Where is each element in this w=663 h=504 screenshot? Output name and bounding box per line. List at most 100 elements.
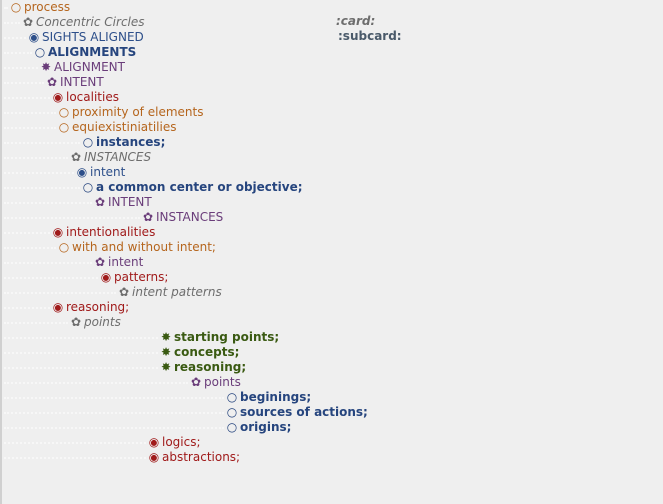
outline-row[interactable]: ○ origins; bbox=[2, 420, 663, 435]
flower-bullet-icon[interactable]: ✿ bbox=[94, 255, 106, 269]
outline-row[interactable]: ◉ patterns; bbox=[2, 270, 663, 285]
star-bullet-icon[interactable]: ✸ bbox=[160, 345, 172, 359]
hollow-circle-bullet-icon[interactable]: ○ bbox=[82, 180, 94, 194]
hollow-circle-bullet-icon[interactable]: ○ bbox=[34, 45, 46, 59]
outline-row[interactable]: ✸ starting points; bbox=[2, 330, 663, 345]
outline-node-label[interactable]: localities bbox=[66, 90, 119, 104]
outline-node[interactable]: ○ sources of actions; bbox=[226, 405, 368, 420]
outline-row[interactable]: ○ equiexistiniatilies bbox=[2, 120, 663, 135]
outline-row[interactable]: ✿ INTENT bbox=[2, 75, 663, 90]
outline-node[interactable]: ✸ starting points; bbox=[160, 330, 279, 345]
filled-circle-bullet-icon[interactable]: ◉ bbox=[148, 435, 160, 449]
outline-node[interactable]: ◉ localities bbox=[52, 90, 119, 105]
outline-row[interactable]: ✿ Concentric Circles bbox=[2, 15, 663, 30]
outline-row[interactable]: ◉ logics; bbox=[2, 435, 663, 450]
outline-row[interactable]: ✿ intent bbox=[2, 255, 663, 270]
hollow-circle-bullet-icon[interactable]: ○ bbox=[58, 105, 70, 119]
filled-circle-bullet-icon[interactable]: ◉ bbox=[28, 30, 40, 44]
outline-node-label[interactable]: intent patterns bbox=[132, 285, 222, 299]
outline-row[interactable]: ○ instances; bbox=[2, 135, 663, 150]
outline-node[interactable]: ✸ reasoning; bbox=[160, 360, 246, 375]
outline-node[interactable]: ✿ Concentric Circles bbox=[22, 15, 145, 30]
outline-row[interactable]: ○ process bbox=[2, 0, 663, 15]
outline-node[interactable]: ✿ intent patterns bbox=[118, 285, 222, 300]
outline-node[interactable]: ✿ INTENT bbox=[46, 75, 104, 90]
flower-bullet-icon[interactable]: ✿ bbox=[142, 210, 154, 224]
outline-node[interactable]: ◉ reasoning; bbox=[52, 300, 129, 315]
outline-node-label[interactable]: process bbox=[24, 0, 71, 14]
outline-node-label[interactable]: abstractions; bbox=[162, 450, 241, 464]
outline-row[interactable]: ◉ intentionalities bbox=[2, 225, 663, 240]
outline-row[interactable]: ○ beginings; bbox=[2, 390, 663, 405]
outline-node-label[interactable]: patterns; bbox=[114, 270, 169, 284]
hollow-circle-bullet-icon[interactable]: ○ bbox=[10, 0, 22, 14]
outline-node[interactable]: ○ origins; bbox=[226, 420, 292, 435]
outline-row[interactable]: ○ sources of actions; bbox=[2, 405, 663, 420]
star-bullet-icon[interactable]: ✸ bbox=[40, 60, 52, 74]
hollow-circle-bullet-icon[interactable]: ○ bbox=[82, 135, 94, 149]
outline-row[interactable]: ✿ INTENT bbox=[2, 195, 663, 210]
outline-node-label[interactable]: origins; bbox=[240, 420, 292, 434]
outline-node[interactable]: ✿ intent bbox=[94, 255, 143, 270]
outline-row[interactable]: ○ proximity of elements bbox=[2, 105, 663, 120]
outline-row[interactable]: ✿ intent patterns bbox=[2, 285, 663, 300]
filled-circle-bullet-icon[interactable]: ◉ bbox=[52, 90, 64, 104]
filled-circle-bullet-icon[interactable]: ◉ bbox=[76, 165, 88, 179]
outline-node[interactable]: ◉ intent bbox=[76, 165, 126, 180]
outline-node-label[interactable]: Concentric Circles bbox=[36, 15, 145, 29]
outline-row[interactable]: ✸ ALIGNMENT bbox=[2, 60, 663, 75]
outline-node[interactable]: ○ with and without intent; bbox=[58, 240, 216, 255]
filled-circle-bullet-icon[interactable]: ◉ bbox=[148, 450, 160, 464]
outline-node[interactable]: ◉ intentionalities bbox=[52, 225, 156, 240]
star-bullet-icon[interactable]: ✸ bbox=[160, 360, 172, 374]
outline-node[interactable]: ○ instances; bbox=[82, 135, 166, 150]
outline-row[interactable]: ✸ reasoning; bbox=[2, 360, 663, 375]
outline-node[interactable]: ✸ concepts; bbox=[160, 345, 239, 360]
outline-node-label[interactable]: ALIGNMENTS bbox=[48, 45, 137, 59]
outline-node-label[interactable]: reasoning; bbox=[66, 300, 130, 314]
outline-node-label[interactable]: equiexistiniatilies bbox=[72, 120, 177, 134]
outline-node-label[interactable]: points bbox=[84, 315, 121, 329]
outline-row[interactable]: ○ with and without intent; bbox=[2, 240, 663, 255]
outline-node-label[interactable]: INSTANCES bbox=[156, 210, 224, 224]
flower-bullet-icon[interactable]: ✿ bbox=[94, 195, 106, 209]
flower-bullet-icon[interactable]: ✿ bbox=[70, 150, 82, 164]
outline-node-label[interactable]: intentionalities bbox=[66, 225, 156, 239]
hollow-circle-bullet-icon[interactable]: ○ bbox=[226, 405, 238, 419]
outline-node-label[interactable]: INTENT bbox=[60, 75, 104, 89]
flower-bullet-icon[interactable]: ✿ bbox=[190, 375, 202, 389]
outline-node-label[interactable]: logics; bbox=[162, 435, 201, 449]
outline-row[interactable]: ✿ points bbox=[2, 375, 663, 390]
outline-row[interactable]: ◉ localities bbox=[2, 90, 663, 105]
outline-node-label[interactable]: with and without intent; bbox=[72, 240, 216, 254]
flower-bullet-icon[interactable]: ✿ bbox=[118, 285, 130, 299]
flower-bullet-icon[interactable]: ✿ bbox=[70, 315, 82, 329]
outline-node[interactable]: ✸ ALIGNMENT bbox=[40, 60, 125, 75]
outline-node-label[interactable]: ALIGNMENT bbox=[54, 60, 125, 74]
filled-circle-bullet-icon[interactable]: ◉ bbox=[100, 270, 112, 284]
outline-node-label[interactable]: reasoning; bbox=[174, 360, 247, 374]
outline-node-label[interactable]: sources of actions; bbox=[240, 405, 368, 419]
outline-node[interactable]: ✿ points bbox=[70, 315, 121, 330]
outline-row[interactable]: ✸ concepts; bbox=[2, 345, 663, 360]
outline-node[interactable]: ✿ INSTANCES bbox=[70, 150, 151, 165]
outline-node-label[interactable]: INTENT bbox=[108, 195, 152, 209]
outline-row[interactable]: ✿ points bbox=[2, 315, 663, 330]
outline-row[interactable]: ◉ intent bbox=[2, 165, 663, 180]
outline-node[interactable]: ✿ points bbox=[190, 375, 241, 390]
outline-row[interactable]: ○ a common center or objective; bbox=[2, 180, 663, 195]
hollow-circle-bullet-icon[interactable]: ○ bbox=[226, 390, 238, 404]
outline-node-label[interactable]: SIGHTS ALIGNED bbox=[42, 30, 144, 44]
outline-node-label[interactable]: proximity of elements bbox=[72, 105, 204, 119]
outline-node-label[interactable]: intent bbox=[90, 165, 126, 179]
outline-node-label[interactable]: INSTANCES bbox=[84, 150, 152, 164]
outline-node-label[interactable]: instances; bbox=[96, 135, 166, 149]
star-bullet-icon[interactable]: ✸ bbox=[160, 330, 172, 344]
outline-row[interactable]: ◉ reasoning; bbox=[2, 300, 663, 315]
outline-row[interactable]: ✿ INSTANCES bbox=[2, 210, 663, 225]
outline-node[interactable]: ○ a common center or objective; bbox=[82, 180, 303, 195]
outline-node-label[interactable]: intent bbox=[108, 255, 144, 269]
outline-node[interactable]: ✿ INTENT bbox=[94, 195, 152, 210]
outline-node-label[interactable]: concepts; bbox=[174, 345, 240, 359]
outline-row[interactable]: ◉ abstractions; bbox=[2, 450, 663, 465]
